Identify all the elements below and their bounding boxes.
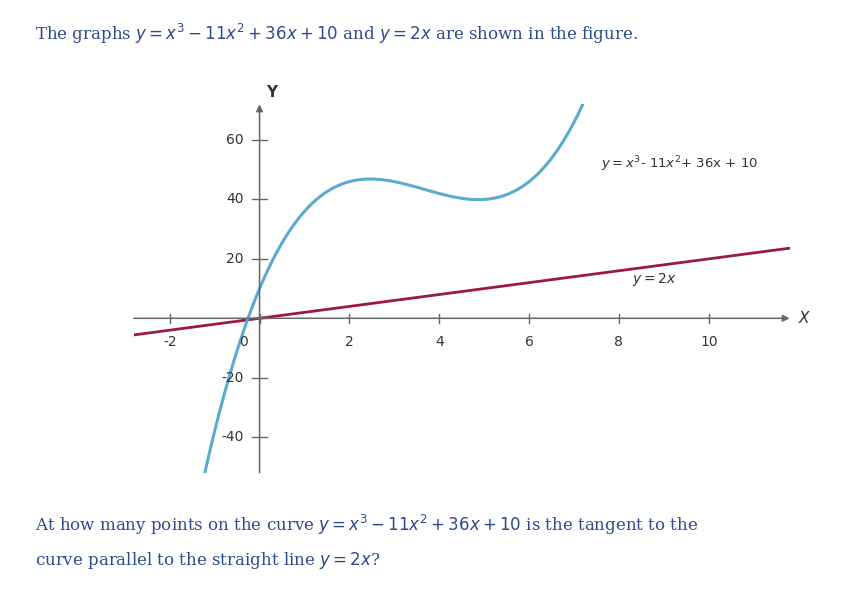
Text: -40: -40	[222, 430, 244, 444]
Text: 20: 20	[226, 252, 244, 266]
Text: 4: 4	[435, 335, 444, 349]
Text: -2: -2	[163, 335, 177, 349]
Text: 2: 2	[345, 335, 354, 349]
Text: At how many points on the curve $y = x^3 - 11x^2 + 36x + 10$ is the tangent to t: At how many points on the curve $y = x^3…	[35, 513, 697, 537]
Text: X: X	[798, 311, 809, 326]
Text: 6: 6	[525, 335, 533, 349]
Text: $y = x^3$- $11x^2$+ 36x + 10: $y = x^3$- $11x^2$+ 36x + 10	[601, 154, 758, 174]
Text: $y = 2x$: $y = 2x$	[633, 271, 677, 288]
Text: 40: 40	[226, 192, 244, 206]
Text: 0: 0	[240, 335, 249, 349]
Text: The graphs $y = x^3 - 11x^2 + 36x + 10$ and $y = 2x$ are shown in the figure.: The graphs $y = x^3 - 11x^2 + 36x + 10$ …	[35, 21, 638, 45]
Text: -20: -20	[222, 371, 244, 385]
Text: 10: 10	[700, 335, 718, 349]
Text: Y: Y	[267, 85, 277, 100]
Text: 8: 8	[614, 335, 623, 349]
Text: 60: 60	[226, 133, 244, 147]
Text: curve parallel to the straight line $y = 2x$?: curve parallel to the straight line $y =…	[35, 550, 380, 570]
